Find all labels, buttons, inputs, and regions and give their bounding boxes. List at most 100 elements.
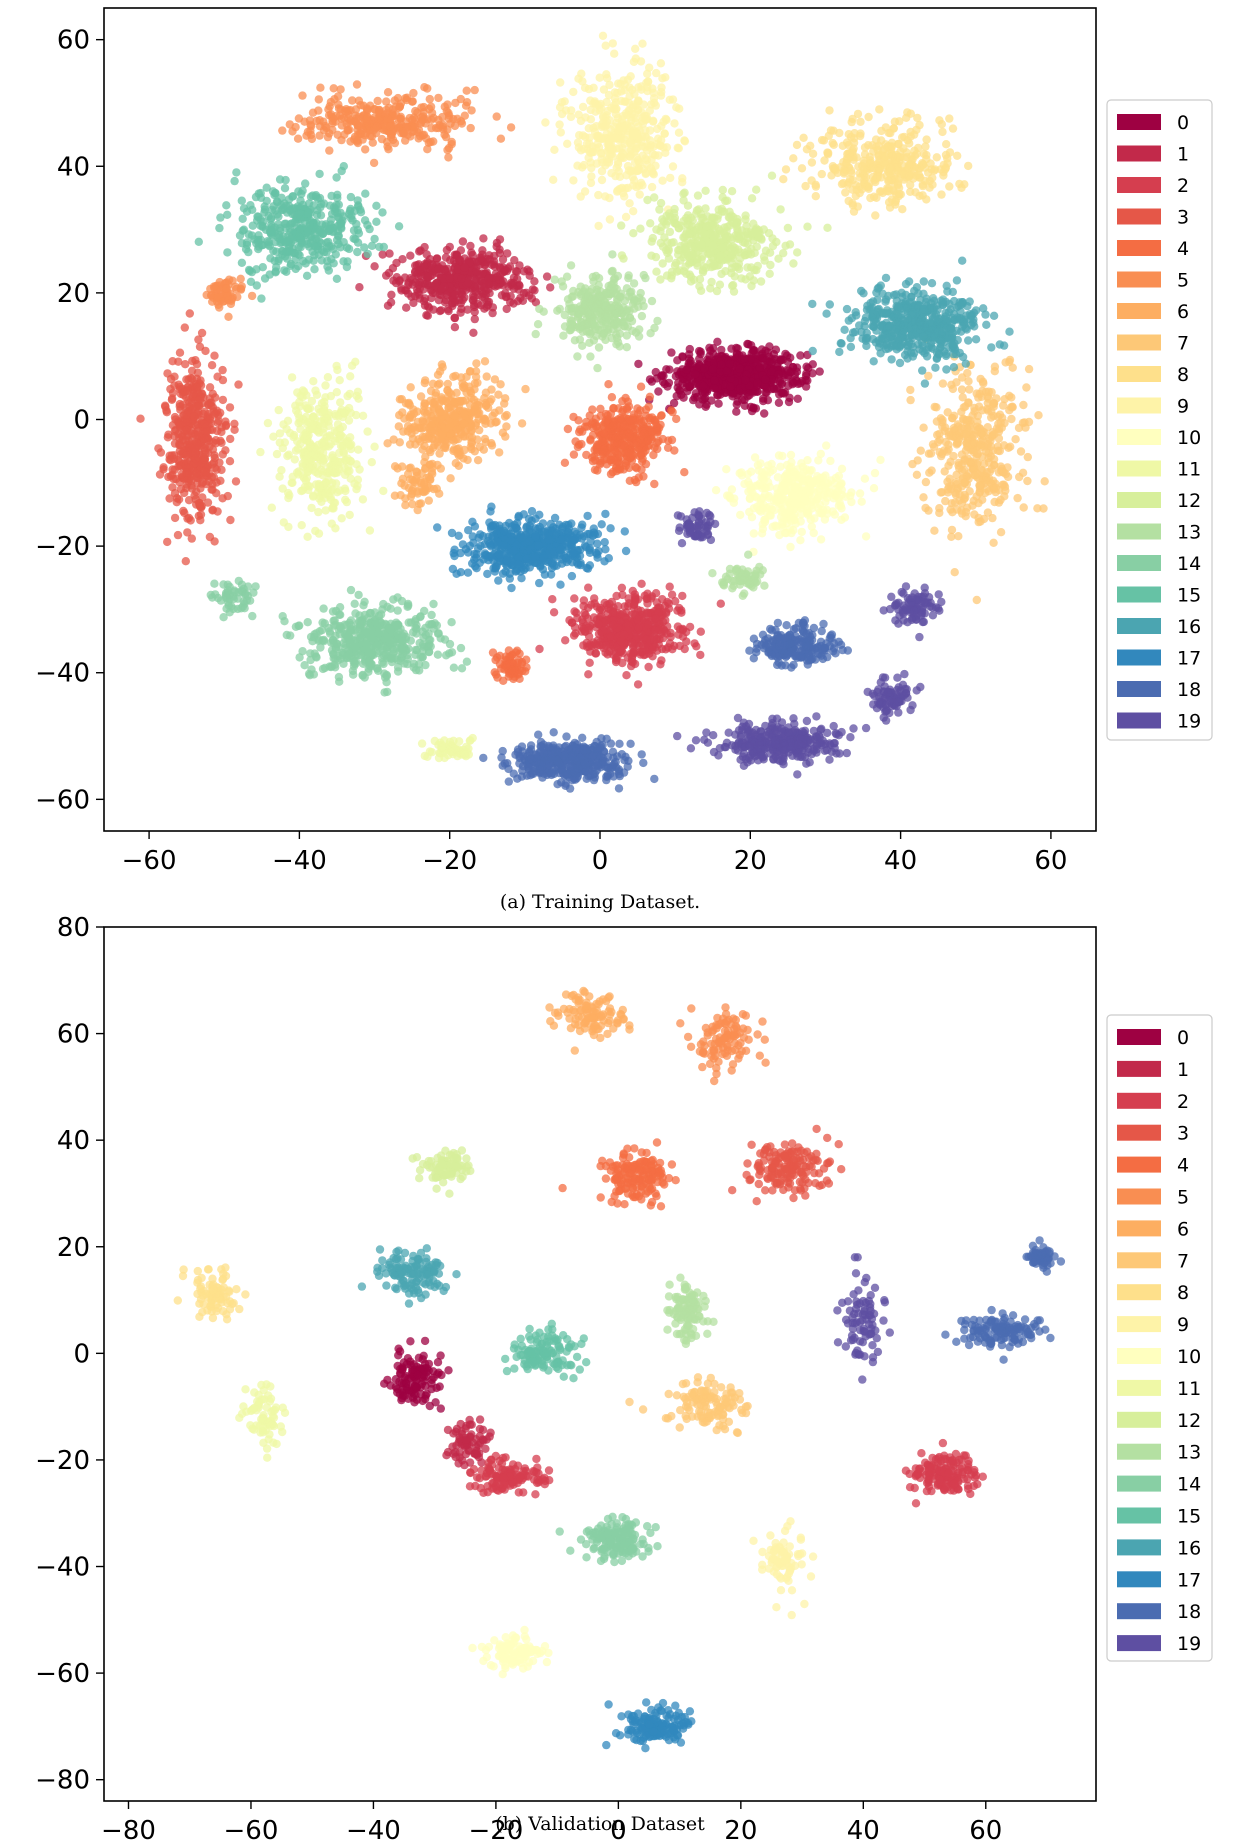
data-point <box>361 145 370 154</box>
data-point <box>546 283 555 292</box>
data-point <box>763 396 773 405</box>
data-point <box>567 106 576 115</box>
data-point <box>786 450 796 460</box>
data-point <box>916 446 925 455</box>
data-point <box>179 506 188 516</box>
data-point <box>420 378 429 388</box>
data-point <box>958 393 967 402</box>
data-point <box>624 433 634 443</box>
data-point <box>312 390 322 399</box>
data-point <box>644 402 653 411</box>
data-point <box>487 395 496 404</box>
data-point <box>443 145 452 155</box>
data-point <box>488 308 497 318</box>
data-point <box>387 290 396 299</box>
data-point <box>696 627 705 636</box>
data-point <box>425 104 434 114</box>
data-point <box>598 436 607 446</box>
data-point <box>479 234 488 243</box>
data-point <box>790 370 800 379</box>
data-point <box>484 280 493 289</box>
data-point <box>411 106 420 116</box>
data-point <box>870 468 880 478</box>
data-point <box>368 138 377 147</box>
data-point <box>578 131 588 140</box>
data-point <box>638 113 648 122</box>
data-point <box>637 579 646 588</box>
data-point <box>592 421 602 431</box>
data-point <box>1019 400 1028 410</box>
data-point <box>649 632 658 642</box>
data-point <box>960 456 969 465</box>
data-point <box>556 78 565 87</box>
data-point <box>613 160 623 169</box>
data-point <box>602 121 611 130</box>
data-point <box>549 175 558 184</box>
data-point <box>732 407 741 416</box>
data-point <box>217 465 226 475</box>
data-point <box>945 182 954 191</box>
data-point <box>402 93 412 102</box>
data-point <box>561 636 570 645</box>
data-point <box>932 417 942 426</box>
data-point <box>414 280 423 289</box>
data-point <box>314 507 323 517</box>
data-point <box>473 299 482 308</box>
data-point <box>962 429 971 439</box>
data-point <box>384 103 394 113</box>
data-point <box>450 323 460 332</box>
data-point <box>699 381 708 391</box>
data-point <box>210 351 219 360</box>
data-point <box>674 144 683 153</box>
data-point <box>696 347 705 356</box>
data-point <box>987 464 996 474</box>
data-point <box>960 478 969 487</box>
data-point <box>495 448 504 457</box>
data-point <box>817 509 826 518</box>
data-point <box>456 246 466 255</box>
data-point <box>661 645 670 654</box>
data-point <box>420 242 429 252</box>
data-point <box>498 255 508 264</box>
data-point <box>675 625 685 634</box>
data-point <box>792 499 801 509</box>
cluster-4 <box>488 646 531 685</box>
data-point <box>790 482 800 491</box>
data-point <box>174 380 183 389</box>
data-point <box>938 127 947 137</box>
data-point <box>369 158 379 168</box>
data-point <box>372 122 382 132</box>
data-point <box>449 445 459 454</box>
data-point <box>629 451 638 461</box>
data-point <box>871 211 880 220</box>
data-point <box>557 109 567 119</box>
data-point <box>760 515 769 525</box>
data-point <box>170 439 180 448</box>
data-point <box>776 355 786 364</box>
data-point <box>941 496 950 506</box>
data-point <box>530 286 539 295</box>
data-point <box>754 466 764 475</box>
data-point <box>624 98 633 108</box>
data-point <box>542 272 552 281</box>
data-point <box>1005 355 1015 365</box>
data-point <box>749 348 758 357</box>
data-point <box>650 479 659 489</box>
data-point <box>397 395 406 404</box>
data-point <box>850 129 859 138</box>
data-point <box>332 111 341 121</box>
data-point <box>618 658 627 668</box>
data-point <box>664 378 674 388</box>
data-point <box>922 135 931 144</box>
data-point <box>812 495 822 504</box>
data-point <box>651 161 660 170</box>
data-point <box>453 435 463 444</box>
data-point <box>186 476 196 486</box>
data-point <box>189 412 198 421</box>
data-point <box>1004 443 1013 452</box>
data-point <box>970 403 979 413</box>
data-point <box>197 328 207 338</box>
data-point <box>203 498 213 507</box>
data-point <box>882 186 891 196</box>
data-point <box>168 483 177 492</box>
